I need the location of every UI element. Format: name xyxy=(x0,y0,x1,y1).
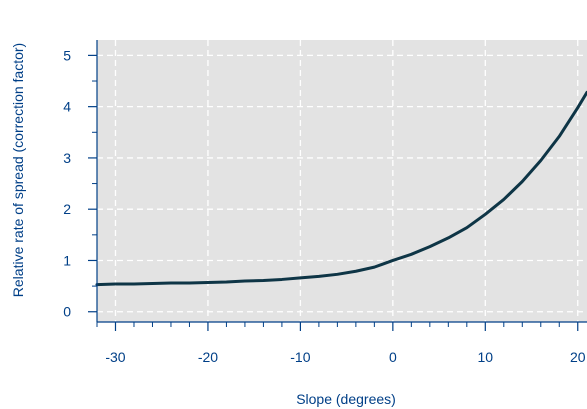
x-axis: -30 -20 -10 0 10 20 xyxy=(96,321,587,365)
x-tick-label: 10 xyxy=(478,349,494,365)
x-tick-label: -20 xyxy=(198,349,218,365)
y-axis: 0 1 2 3 4 5 xyxy=(63,40,98,322)
x-tick-label: 0 xyxy=(389,349,397,365)
grid-lines xyxy=(97,40,587,322)
y-tick-label: 3 xyxy=(63,150,71,166)
y-tick-label: 1 xyxy=(63,252,71,268)
x-tick-label: -30 xyxy=(105,349,125,365)
x-axis-title: Slope (degrees) xyxy=(296,391,396,407)
plot-panel xyxy=(97,40,587,322)
y-tick-label: 4 xyxy=(63,99,71,115)
y-axis-title: Relative rate of spread (correction fact… xyxy=(10,43,26,297)
y-tick-label: 2 xyxy=(63,201,71,217)
x-tick-label: 20 xyxy=(570,349,586,365)
x-tick-label: -10 xyxy=(290,349,310,365)
y-tick-label: 0 xyxy=(63,304,71,320)
y-tick-label: 5 xyxy=(63,47,71,63)
data-line xyxy=(95,90,587,287)
